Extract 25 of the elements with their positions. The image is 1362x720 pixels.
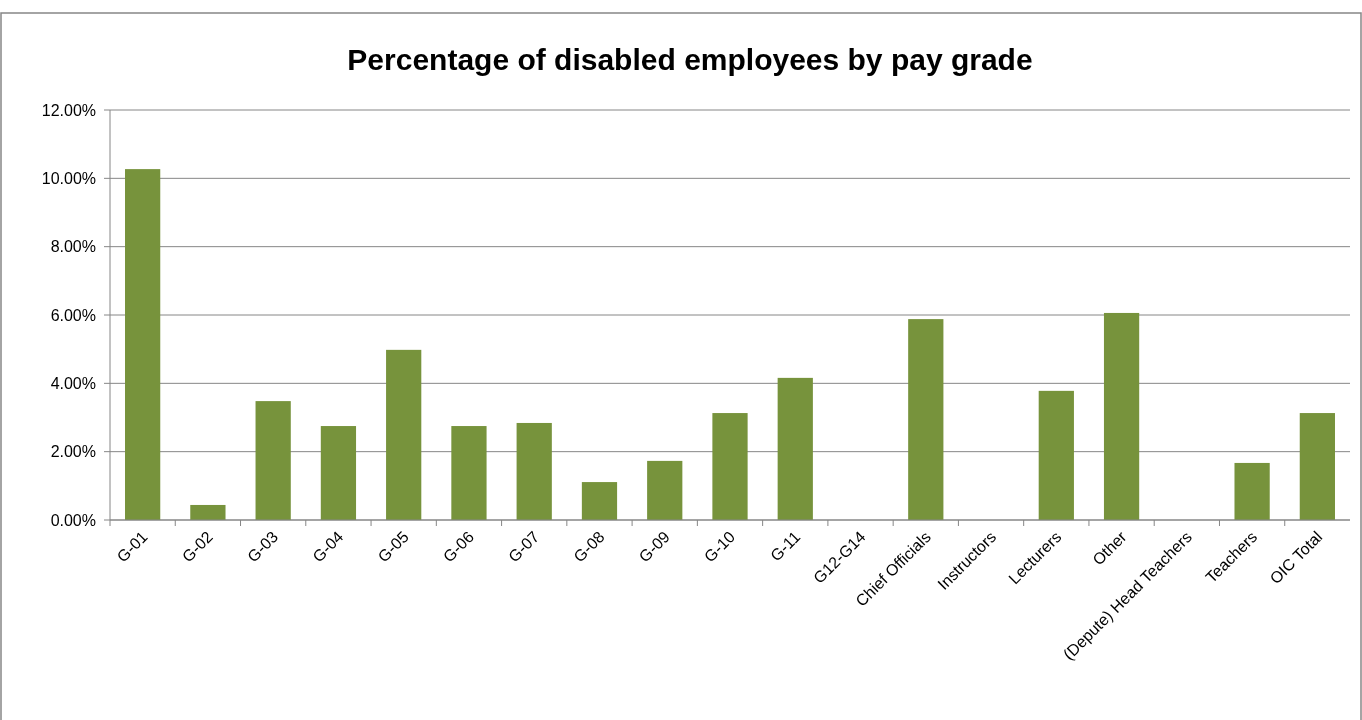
bar [320,426,357,520]
y-tick-label: 12.00% [41,101,96,119]
y-tick-label: 2.00% [50,443,96,461]
bar [581,482,618,520]
bar [1103,312,1140,520]
bar [190,504,226,520]
bar [1299,413,1335,520]
bar [125,169,161,520]
y-tick-label: 8.00% [50,238,96,256]
chart-title: Percentage of disabled employees by pay grade [347,43,1033,76]
bar [516,422,552,520]
y-tick-label: 6.00% [50,306,96,324]
bar [451,426,487,520]
bar [255,401,291,520]
y-tick-label: 4.00% [50,374,96,392]
bar [777,377,813,520]
bar [712,413,748,520]
x-tick-label: G-11 [767,528,804,565]
bar [1038,390,1074,520]
bar [647,460,683,520]
y-tick-label: 0.00% [50,511,96,529]
y-tick-label: 10.00% [41,169,96,187]
bar [908,319,944,520]
bar [386,349,422,520]
bar [1234,462,1270,520]
